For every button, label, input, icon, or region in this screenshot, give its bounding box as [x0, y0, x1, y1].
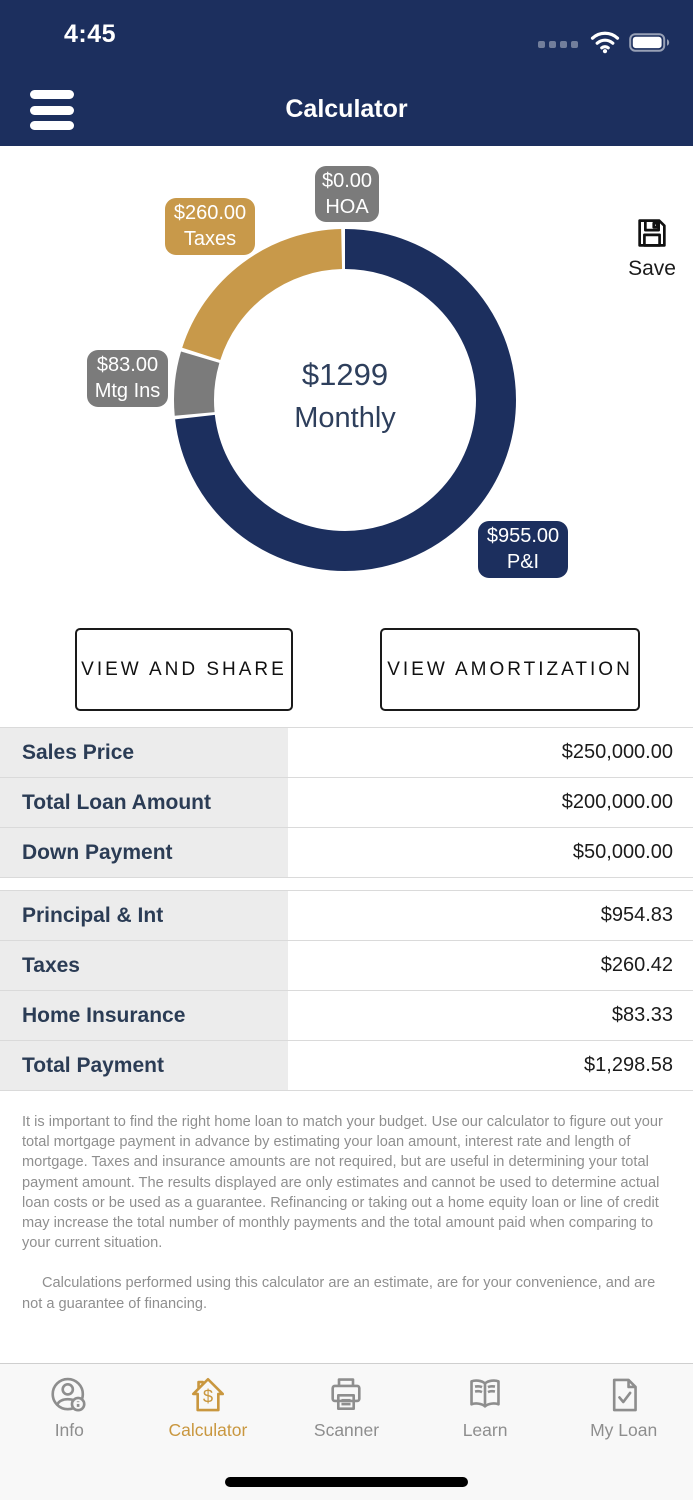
disclaimer-text: It is important to find the right home l… [0, 1091, 693, 1314]
status-icons [538, 30, 671, 59]
table-row-taxes: Taxes $260.42 [0, 941, 693, 991]
tab-scanner[interactable]: Scanner [277, 1364, 416, 1500]
table-row-principal-int: Principal & Int $954.83 [0, 891, 693, 941]
svg-text:$: $ [203, 1386, 213, 1407]
floppy-disk-icon [622, 214, 682, 252]
tab-calculator[interactable]: $ Calculator [139, 1364, 278, 1500]
table-row-sales-price: Sales Price $250,000.00 [0, 728, 693, 778]
payment-breakdown-table: Principal & Int $954.83 Taxes $260.42 Ho… [0, 890, 693, 1091]
cellular-signal-icon [538, 41, 578, 48]
save-label: Save [628, 257, 676, 280]
tab-my-loan[interactable]: My Loan [554, 1364, 693, 1500]
battery-icon [629, 32, 671, 57]
disclaimer-paragraph-1: It is important to find the right home l… [22, 1114, 663, 1252]
view-amortization-button[interactable]: VIEW AMORTIZATION [380, 628, 640, 711]
wifi-icon [590, 30, 620, 59]
table-row-home-insurance: Home Insurance $83.33 [0, 991, 693, 1041]
home-indicator[interactable] [225, 1477, 468, 1487]
view-and-share-button[interactable]: VIEW AND SHARE [75, 628, 293, 711]
chart-label-taxes: $260.00 Taxes [165, 198, 255, 255]
chart-label-hoa: $0.00 HOA [315, 166, 379, 222]
tab-learn[interactable]: Learn [416, 1364, 555, 1500]
person-info-icon [47, 1374, 91, 1419]
table-row-total-payment: Total Payment $1,298.58 [0, 1041, 693, 1091]
tab-label-learn: Learn [462, 1420, 508, 1440]
tab-info[interactable]: Info [0, 1364, 139, 1500]
tab-label-my-loan: My Loan [590, 1420, 658, 1440]
disclaimer-paragraph-2: Calculations performed using this calcul… [22, 1275, 656, 1312]
header: 4:45 Calculator [0, 0, 693, 146]
tab-label-scanner: Scanner [313, 1420, 380, 1440]
open-book-icon [463, 1374, 507, 1419]
loan-summary-table: Sales Price $250,000.00 Total Loan Amoun… [0, 727, 693, 878]
hamburger-icon [30, 90, 74, 99]
tab-label-calculator: Calculator [168, 1420, 248, 1440]
chart-center-value: $1299 [301, 357, 389, 392]
page-title: Calculator [285, 95, 408, 123]
chart-center-label: Monthly [294, 402, 396, 434]
donut-chart [173, 229, 516, 571]
tab-label-info: Info [54, 1420, 84, 1440]
chart-label-mtg-ins: $83.00 Mtg Ins [87, 350, 168, 407]
status-time: 4:45 [64, 20, 117, 48]
printer-icon [324, 1374, 368, 1419]
house-dollar-icon: $ [186, 1374, 230, 1419]
document-check-icon [602, 1374, 646, 1419]
table-row-down-payment: Down Payment $50,000.00 [0, 828, 693, 878]
chart-center-text: $1299 Monthly [173, 356, 517, 437]
chart-label-pi: $955.00 P&I [478, 521, 568, 578]
save-button[interactable]: Save [622, 214, 682, 281]
menu-button[interactable] [30, 90, 74, 130]
table-row-total-loan-amount: Total Loan Amount $200,000.00 [0, 778, 693, 828]
